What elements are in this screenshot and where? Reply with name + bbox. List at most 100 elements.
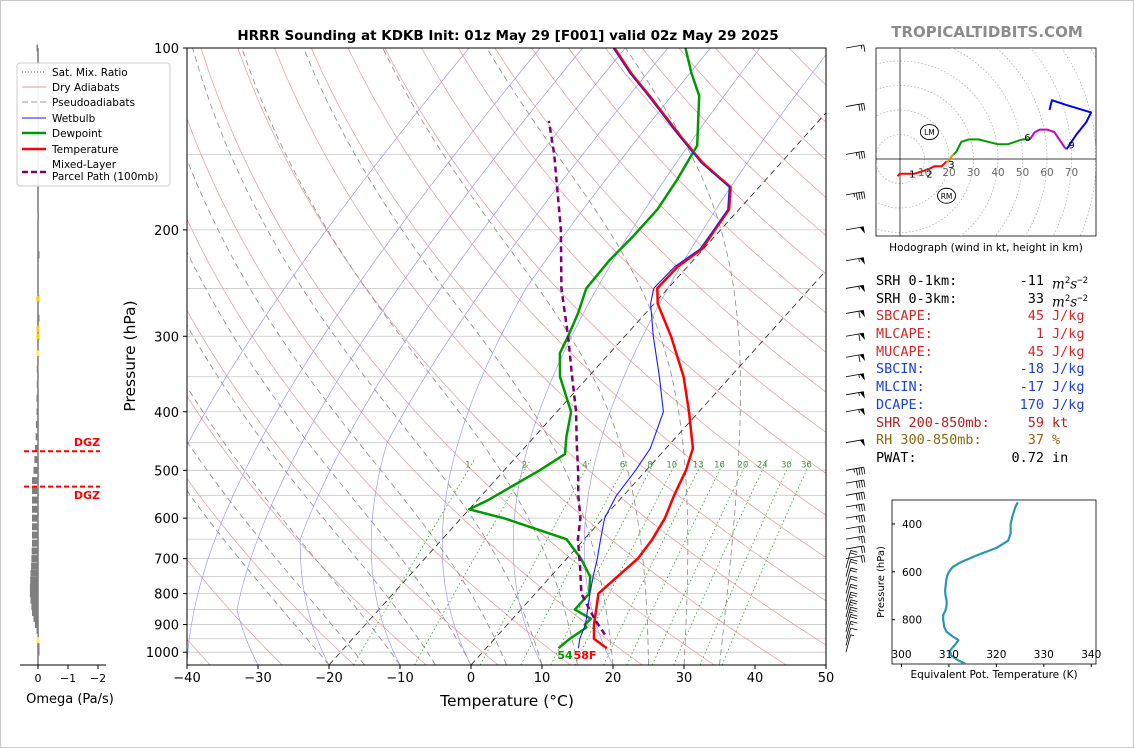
index-row: SHR 200-850mb: 59 kt — [876, 415, 1096, 433]
omega-bar — [32, 505, 38, 513]
dry-adiabat-line — [458, 48, 826, 433]
hodograph-plot — [876, 48, 1096, 236]
omega-panel: 0 −1 −2 — [20, 44, 106, 685]
skewt-axes-frame — [186, 47, 827, 666]
omega-bar — [32, 487, 38, 495]
wind-barb-full — [858, 152, 861, 160]
omega-bar — [30, 596, 38, 604]
mixing-ratio-line — [479, 459, 592, 665]
omega-bar — [35, 444, 38, 452]
omega-bar — [38, 643, 40, 651]
hodograph-caption: Hodograph (wind in kt, height in km) — [889, 242, 1083, 254]
wind-barb-staff — [845, 491, 864, 496]
isotherm-blue-line — [236, 48, 583, 665]
hodograph-ring-label: 30 — [967, 167, 980, 179]
mixing-ratio-tick-label: 4 — [582, 460, 587, 470]
mixing-ratio-tick-label: 13 — [693, 460, 704, 470]
wind-barb-flag — [859, 285, 865, 293]
omega-bar — [31, 555, 38, 563]
wind-barb-full — [858, 515, 861, 523]
index-value: -17 — [1019, 379, 1044, 396]
series-mixed-layer-parcel-path-mb- — [547, 120, 606, 636]
mixing-ratio-line — [520, 459, 629, 665]
pseudoadiabat-line — [187, 251, 472, 665]
index-unit: J/kg — [1052, 361, 1085, 378]
wind-barb-half — [849, 596, 853, 599]
wind-barb-full — [858, 526, 861, 534]
omega-bar — [30, 569, 38, 577]
wind-barb — [845, 226, 865, 234]
storm-motion-label: RM — [941, 192, 953, 201]
wind-barb — [845, 466, 866, 476]
wind-barb-staff — [845, 621, 852, 639]
wind-barb-full — [863, 44, 866, 52]
chart-title: HRRR Sounding at KDKB Init: 01z May 29 [… — [237, 28, 778, 44]
index-value: 45 — [1027, 343, 1044, 360]
wind-barb-half — [853, 468, 855, 473]
x-tick-label: 40 — [747, 671, 764, 686]
omega-bar — [32, 609, 38, 617]
index-label: SBCIN: — [876, 361, 925, 378]
wind-barb-staff — [845, 103, 864, 107]
wind-barb-half — [850, 634, 855, 637]
index-value: -18 — [1019, 361, 1044, 378]
wind-barb — [845, 503, 866, 512]
wind-barb — [845, 535, 866, 544]
dry-adiabat-line — [237, 48, 787, 665]
omega-bar — [29, 590, 38, 598]
wind-barb-full — [863, 545, 866, 553]
wind-barb-full — [858, 467, 861, 476]
legend-label-pseudoadiabats: Pseudoadiabats — [52, 97, 135, 109]
skewt-plot-border — [186, 47, 827, 666]
wind-barb-full — [858, 333, 861, 341]
isotherm-blue-line — [441, 48, 711, 665]
y-tick-label: 200 — [154, 224, 179, 239]
omega-bar — [32, 523, 38, 531]
index-unit: in — [1052, 449, 1069, 466]
omega-bar — [35, 433, 38, 441]
omega-bar — [38, 251, 40, 259]
pseudoadiabat-line — [241, 48, 578, 665]
index-unit: J/kg — [1052, 308, 1085, 325]
omega-bar — [38, 648, 40, 656]
y-tick-label: 400 — [154, 406, 179, 421]
omega-bar — [34, 456, 38, 464]
wind-barb — [845, 583, 858, 602]
legend: Sat. Mix. Ratio Dry Adiabats Pseudoadiab… — [16, 62, 171, 187]
theta-e-panel: 300 310 320 330 340 400 600 800 — [891, 499, 1101, 667]
omega-bar — [32, 496, 38, 504]
hodograph-ring-label: 20 — [942, 167, 955, 179]
wind-barb-staff — [845, 150, 864, 155]
surface-temperature-label: 58F — [574, 649, 597, 662]
mixing-ratio-line — [414, 459, 532, 665]
wind-barb — [845, 491, 866, 501]
wind-barb — [845, 620, 858, 639]
wind-barb-full — [850, 550, 858, 553]
omega-bar — [32, 477, 38, 485]
wind-barb-flag — [859, 333, 865, 341]
wind-barb-staff — [845, 599, 852, 618]
mixing-ratio-line — [353, 459, 475, 665]
index-value: 0.72 — [1011, 449, 1044, 466]
mixing-ratio-tick-label: 2 — [522, 460, 527, 470]
x-tick-label: −10 — [386, 671, 413, 686]
index-row: SRH 0-1km: -11 m2s−2 — [876, 273, 1096, 293]
wind-barb-flag — [859, 354, 865, 362]
hodograph-ring-label: 40 — [991, 167, 1004, 179]
index-value: 170 — [1019, 396, 1044, 413]
wind-barb — [845, 555, 866, 563]
index-value: 1 — [1035, 326, 1044, 343]
index-unit: J/kg — [1052, 396, 1085, 413]
x-tick-label: 0 — [467, 671, 475, 686]
skewt-profile-lines — [467, 48, 732, 650]
mixing-ratio-line — [574, 459, 678, 665]
dgz-bottom-label: DGZ — [74, 489, 100, 502]
wind-barb-full — [860, 192, 863, 200]
index-unit: kt — [1052, 414, 1069, 431]
wind-barb — [845, 567, 858, 586]
theta-e-ylabel: Pressure (hPa) — [876, 546, 887, 618]
mixing-ratio-line — [673, 459, 768, 665]
wind-barb-staff — [845, 332, 864, 337]
omega-bar — [30, 576, 38, 584]
wind-barb-half — [858, 392, 860, 397]
